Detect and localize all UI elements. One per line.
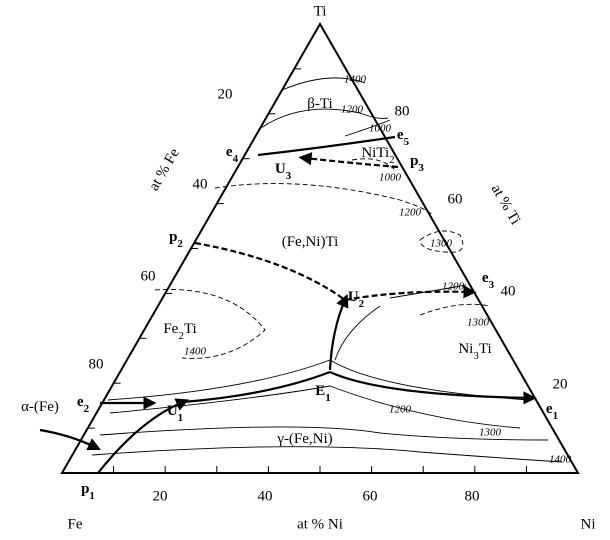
point-label-base: e [482,270,489,286]
phase-label-base: Ni [458,341,473,357]
point-label: p1 [81,481,95,501]
tick-label: 80 [89,356,104,372]
isotherm-label: 1000 [379,172,402,184]
isotherm-label: 1400 [344,74,367,86]
isotherm-label: 1200 [389,404,412,416]
point-label: p3 [410,153,424,173]
isotherm-label: 1200 [442,281,465,293]
point-label-base: U [275,161,286,177]
point-label-sub: 3 [286,170,292,182]
tick [470,287,476,294]
tick [521,376,527,384]
phase-label: (Fe,Ni)Ti [282,234,339,250]
phase-label-base: α-(Fe) [21,399,59,415]
vertex-label: Ni [581,516,596,532]
tick [547,421,553,429]
phase-label-sub: 2 [389,154,395,166]
point-label-sub: 2 [84,403,90,415]
point-label: e2 [77,394,90,414]
point-label-base: e [397,127,404,143]
tick-label: 80 [395,103,410,119]
phase-label-base: Fe [163,321,178,337]
vertex-label: Fe [68,516,83,532]
tick-label: 60 [363,488,378,504]
point-label-base: e [77,394,84,410]
tick-label: 40 [501,283,516,299]
isotherm-label: 1300 [430,238,453,250]
tick-label: 60 [141,268,156,284]
tick [392,152,398,159]
phase-label-rest: Ti [184,321,197,337]
point-label: E1 [315,383,331,403]
isotherm-label: 1200 [399,207,422,219]
isotherm-label: 1400 [549,454,572,466]
point-label-sub: 2 [177,238,183,250]
phase-label-base: (Fe,Ni)Ti [282,234,339,250]
tick-label: 40 [193,176,208,192]
tick [496,332,502,339]
point-label-base: p [81,481,89,497]
point-label-sub: 1 [178,412,184,424]
point-label-base: U [348,289,359,305]
point-label-sub: 2 [359,298,365,310]
point-label-base: E [315,383,325,399]
point-label-base: p [410,153,418,169]
point-label-sub: 1 [553,410,559,422]
point-label: e1 [546,401,558,421]
point-label-base: e [226,144,233,160]
phase-label: Fe2Ti [163,321,196,341]
tick-label: 20 [553,376,568,392]
point-label: U1 [167,403,183,423]
isotherm-label: 1300 [479,427,502,439]
point-label-base: U [167,403,178,419]
point-label-sub: 3 [418,162,424,174]
tick-label: 80 [465,488,480,504]
point-label-sub: 3 [489,279,495,291]
phase-label-sub: 2 [178,330,184,342]
phase-label: β-Ti [307,96,332,112]
isotherm-label: 1300 [467,317,490,329]
phase-label-base: NiTi [361,145,389,161]
point-label: U2 [348,289,365,309]
phase-label: NiTi2 [361,145,394,165]
phase-label-base: β-Ti [307,96,332,112]
phase-label-rest: Ti [479,341,492,357]
point-label: e3 [482,270,495,290]
axis-title: at % Ti [488,182,524,228]
point-label-sub: 1 [89,490,95,502]
isotherm-label: 1000 [369,123,392,135]
point-label-sub: 1 [325,392,331,404]
tick [444,242,450,249]
tick-label: 20 [153,488,168,504]
point-label-base: e [546,401,553,417]
point-label-sub: 5 [404,136,410,148]
phase-label-sub: 3 [473,350,479,362]
tick-label: 40 [258,488,273,504]
phase-label: Ni3Ti [458,341,491,361]
tick [341,62,347,70]
tick [418,197,424,204]
point-label: U3 [275,161,292,181]
axis-title: at % Fe [146,146,183,194]
vertex-label: Ti [314,3,327,19]
tick [367,107,373,115]
point-label-sub: 4 [233,153,239,165]
point-label: e4 [226,144,239,164]
tick-label: 20 [218,86,233,102]
tick-label: 60 [448,191,463,207]
isotherm-label: 1200 [341,104,364,116]
point-label: e5 [397,127,410,147]
axis-title: at % Ni [297,516,343,532]
phase-label: α-(Fe) [21,399,59,415]
curves [39,77,563,474]
point-label: p2 [169,229,183,249]
phase-label: γ-(Fe,Ni) [276,431,332,447]
phase-label-base: γ-(Fe,Ni) [276,431,332,447]
point-label-base: p [169,229,177,245]
isotherm-label: 1400 [184,346,207,358]
